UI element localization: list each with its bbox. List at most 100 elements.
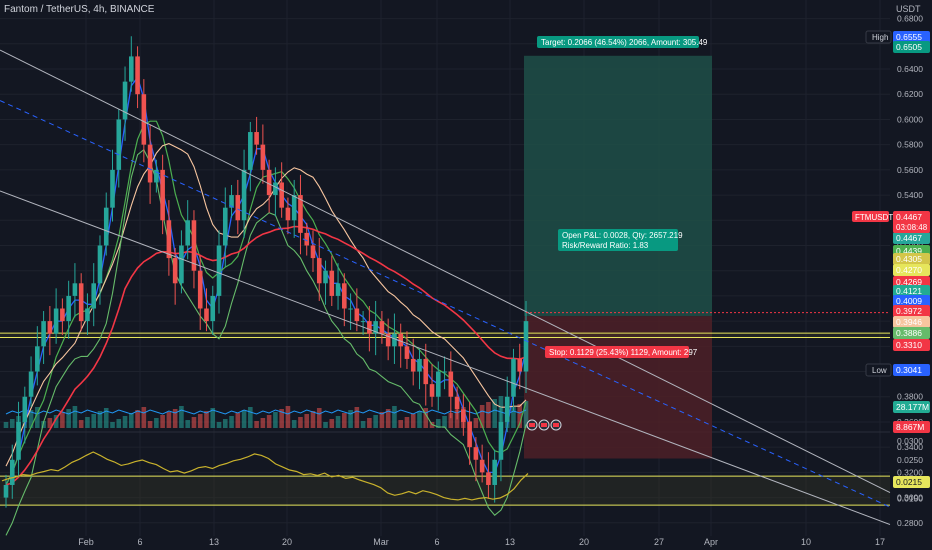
candle-body [254,132,259,145]
price-label-text: 0.4439 [896,246,922,256]
candle-body [229,195,234,208]
volume-bar [116,419,122,428]
volume-bar [473,418,479,428]
candle-body [53,308,59,334]
volume-bar [392,406,397,428]
currency-label: USDT [896,4,921,14]
channel-mid-line [0,100,891,508]
volume-bar [85,417,90,428]
volume-bar [486,402,491,428]
volume-bar [28,410,34,428]
time-tick: 27 [654,537,664,547]
volume-bar [410,414,416,428]
candle-body [160,169,165,221]
price-label-box [893,364,930,376]
candle-body [9,459,15,485]
time-tick: 13 [505,537,515,547]
candle-body [210,295,216,322]
candle-body [435,371,441,397]
candle-body [72,283,78,296]
volume-bar [110,422,115,428]
candle-body [410,358,416,372]
candle-body [172,258,178,284]
candle-body [279,182,284,208]
price-tick: 0.6000 [897,114,923,124]
volume-bar [229,416,234,428]
candles[interactable] [3,36,529,508]
candle-body [486,472,491,485]
ticker-text: FTMUSDT [855,213,893,222]
candle-body [429,384,435,397]
price-label-text: 0.4270 [896,265,922,275]
indicator-lines [5,75,527,536]
volume-bar [310,411,316,428]
volume-bar [354,407,360,428]
candle-body [91,283,97,309]
candle-body [348,308,353,310]
support-zones[interactable] [0,332,890,506]
oscillator-tick: 0.0150 [897,493,923,503]
volume-label-box [893,401,930,413]
volume-bar [385,409,391,428]
price-label-text: 0.3310 [896,340,922,350]
candle-body [122,81,128,120]
oscillator-pane [1,451,529,501]
volume-bar [254,421,259,428]
price-tick: 0.3800 [897,392,923,402]
candle-body [335,283,341,296]
volume-bar [9,419,15,428]
candle-body [323,270,328,284]
volume-bar [154,418,159,428]
candle-body [379,321,385,334]
candle-body [78,283,84,322]
price-tick: 0.6800 [897,14,923,24]
candle-body [473,447,479,460]
target-label-box [537,36,699,48]
price-label-box [893,339,930,351]
time-tick: 13 [209,537,219,547]
candle-body [235,195,241,221]
event-flag-icon [529,423,535,427]
volume-bar [3,422,9,428]
candle-body [504,396,510,422]
candle-body [291,195,297,221]
candle-body [298,195,303,233]
cloud-line-b [5,148,527,536]
candle-body [342,283,347,309]
symbol-title: Fantom / TetherUS, 4h, BINANCE [4,4,155,15]
volume-bar [279,409,284,428]
candle-body [41,321,46,347]
current-price-box [893,211,930,233]
position-zones[interactable] [524,55,712,459]
time-axis[interactable]: Feb 6 13 20 Mar 6 13 20 27 Apr 10 17 [78,537,885,547]
candle-body [385,333,391,347]
volume-bar [235,413,241,428]
volume-bar [517,404,523,428]
candle-body [517,358,523,372]
descending-channel[interactable] [0,49,891,525]
volume-bar [266,415,272,428]
time-tick: 17 [875,537,885,547]
candle-body [492,459,497,485]
volume-bar [298,417,303,428]
price-label-box [893,41,930,53]
candle-body [461,409,466,422]
price-tick: 0.6200 [897,89,923,99]
support-zone [0,333,890,338]
candle-body [241,169,247,221]
volume-bar [122,416,128,428]
extreme-label-text: High [872,33,888,42]
volume-bar [398,420,403,428]
oscillator-tick: 0.0300 [897,436,923,446]
volume-bar [66,409,71,428]
volume-bar [523,401,529,428]
price-label-text: 0.6505 [896,42,922,52]
event-flag-icon [553,423,559,427]
candle-body [266,169,272,196]
price-tick: 0.3200 [897,467,923,477]
volume-bar [360,421,366,428]
price-label-text: 0.4305 [896,254,922,264]
stop-zone [524,316,712,459]
price-tick: 0.3400 [897,442,923,452]
